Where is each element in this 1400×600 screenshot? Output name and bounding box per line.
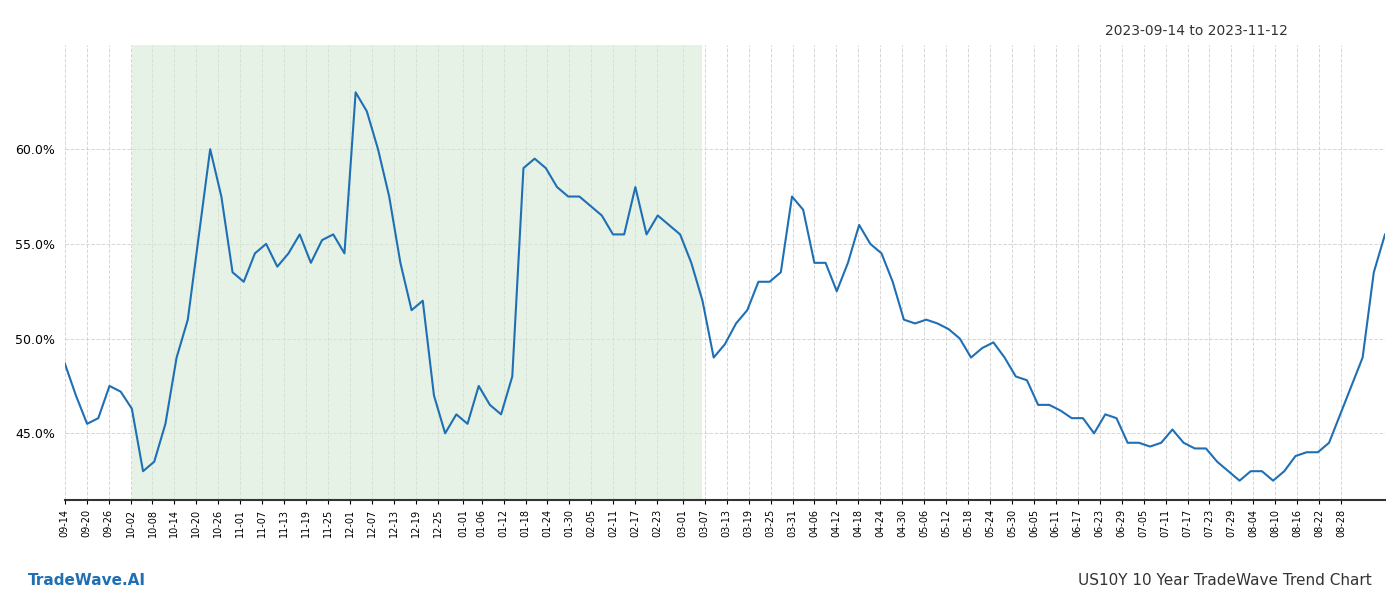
Bar	[132, 45, 703, 500]
Text: 2023-09-14 to 2023-11-12: 2023-09-14 to 2023-11-12	[1105, 24, 1288, 38]
Text: US10Y 10 Year TradeWave Trend Chart: US10Y 10 Year TradeWave Trend Chart	[1078, 573, 1372, 588]
Text: TradeWave.AI: TradeWave.AI	[28, 573, 146, 588]
